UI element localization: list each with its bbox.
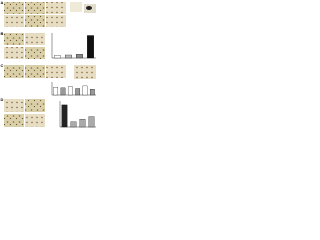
- panel-b-images: [4, 33, 45, 59]
- figure: A B C D: [1, 0, 96, 128]
- bar: [65, 54, 72, 59]
- panel-a-images: [4, 2, 96, 27]
- bar: [87, 35, 94, 59]
- panel-label: D: [1, 97, 4, 102]
- bar: [61, 104, 68, 128]
- bar: [67, 86, 73, 96]
- bar: [82, 85, 88, 96]
- panel-label: A: [1, 0, 4, 5]
- bar: [89, 89, 95, 96]
- bar: [60, 87, 66, 96]
- bar: [70, 121, 77, 128]
- bar: [88, 116, 95, 128]
- panel-label: C: [1, 63, 4, 68]
- panel-label: B: [1, 31, 4, 36]
- bar: [76, 54, 83, 59]
- bar: [75, 88, 81, 96]
- panel-c-images: [4, 65, 96, 79]
- bar: [54, 55, 61, 59]
- panel-d-images: [4, 99, 45, 127]
- bar: [53, 87, 59, 96]
- bar: [79, 119, 86, 128]
